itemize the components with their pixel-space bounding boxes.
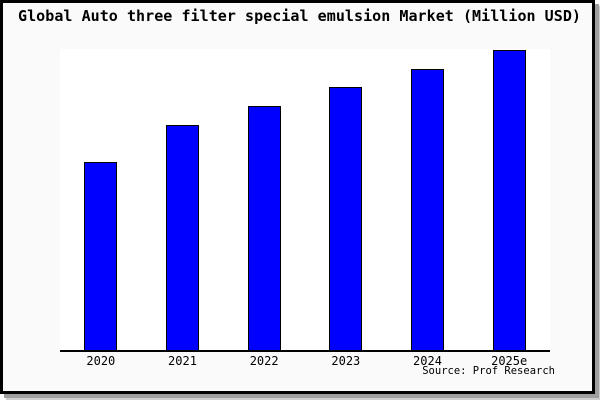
- x-tick-label-2022: 2022: [249, 354, 279, 368]
- x-tick-label-2023: 2023: [331, 354, 361, 368]
- bar-2022: [247, 106, 281, 350]
- bar-2020: [84, 162, 118, 350]
- x-tick-label-2025e: 2025e: [491, 354, 528, 368]
- chart-frame: Global Auto three filter special emulsio…: [0, 0, 595, 394]
- chart-title: Global Auto three filter special emulsio…: [18, 7, 582, 25]
- bar-2025e: [492, 50, 526, 350]
- x-tick-label-2021: 2021: [168, 354, 197, 368]
- bar-2024: [411, 69, 444, 350]
- source-credit: Source: Prof Research: [422, 365, 555, 377]
- x-tick-label-2024: 2024: [413, 354, 442, 368]
- plot-area: [60, 49, 550, 352]
- bar-2021: [166, 125, 199, 350]
- bar-2023: [329, 87, 363, 350]
- x-tick-label-2020: 2020: [86, 354, 116, 368]
